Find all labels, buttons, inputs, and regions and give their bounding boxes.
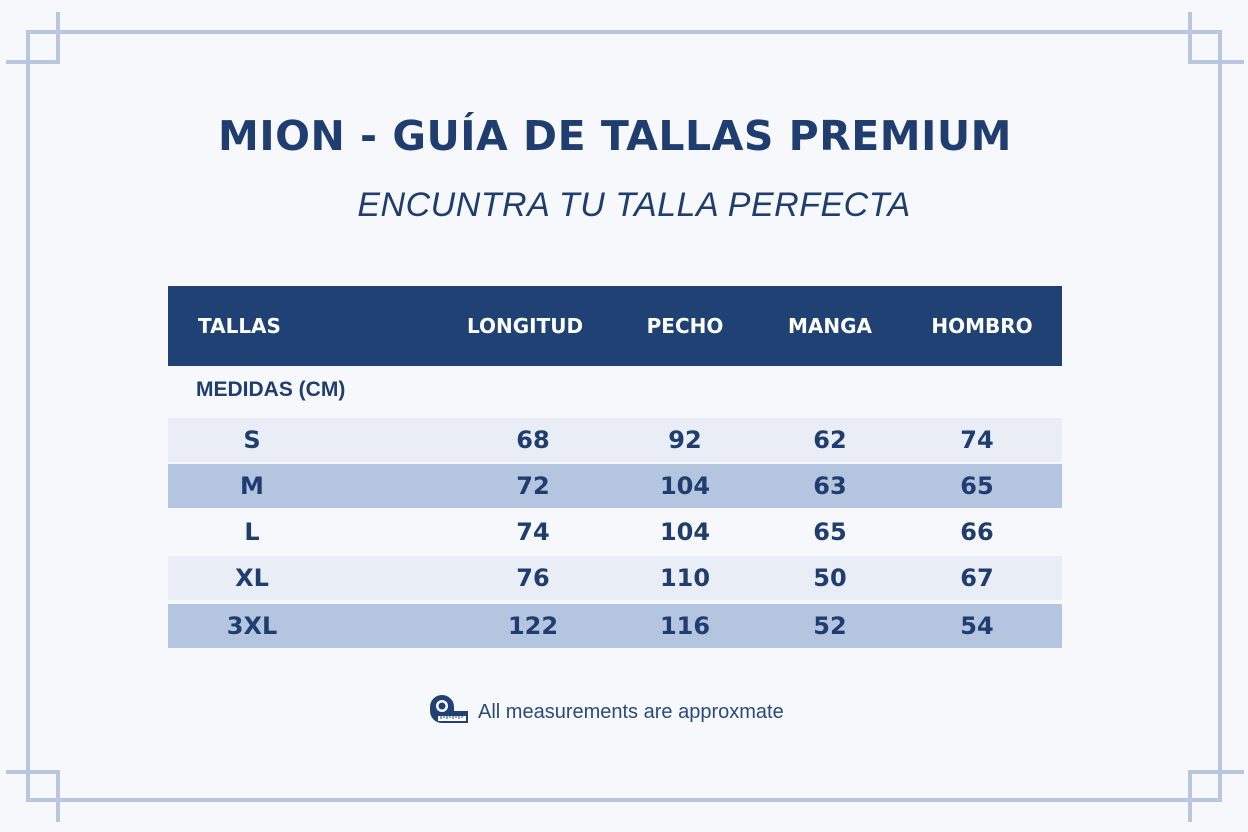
pecho-cell: 92	[668, 426, 702, 454]
manga-cell: 63	[813, 472, 847, 500]
corner-tl-v	[56, 12, 60, 64]
manga-cell: 52	[813, 612, 847, 640]
column-header-manga: MANGA	[787, 314, 872, 338]
longitud-cell: 74	[516, 518, 550, 546]
footer-note: All measurements are approxmate	[428, 692, 784, 732]
column-header-pecho: PECHO	[646, 314, 724, 338]
manga-cell: 50	[813, 564, 847, 592]
longitud-cell: 72	[516, 472, 550, 500]
manga-cell: 62	[813, 426, 847, 454]
corner-bl-h	[6, 770, 60, 774]
longitud-cell: 68	[516, 426, 550, 454]
page-title: MION - GUÍA DE TALLAS PREMIUM	[218, 112, 1012, 160]
hombro-cell: 74	[960, 426, 994, 454]
column-header-tallas: TALLAS	[198, 314, 281, 338]
size-cell: 3XL	[226, 612, 278, 640]
column-header-longitud: LONGITUD	[466, 314, 584, 338]
manga-cell: 65	[813, 518, 847, 546]
tape-measure-icon	[428, 693, 470, 731]
size-cell: XL	[235, 564, 269, 592]
corner-br-h	[1188, 770, 1244, 774]
hombro-cell: 65	[960, 472, 994, 500]
hombro-cell: 54	[960, 612, 994, 640]
size-cell: S	[243, 426, 261, 454]
table-row: XL 76 110 50 67	[168, 556, 1062, 600]
measurement-unit-label: MEDIDAS (CM)	[196, 378, 346, 401]
column-header-hombro: HOMBRO	[931, 314, 1033, 338]
table-row: S 68 92 62 74	[168, 418, 1062, 462]
corner-tr-h	[1188, 60, 1244, 64]
pecho-cell: 104	[659, 472, 711, 500]
frame-left	[26, 30, 30, 802]
longitud-cell: 76	[516, 564, 550, 592]
table-row: 3XL 122 116 52 54	[168, 604, 1062, 648]
page-subtitle: ENCUNTRA TU TALLA PERFECTA	[357, 186, 911, 224]
frame-bottom	[26, 798, 1222, 802]
frame-right	[1218, 30, 1222, 802]
size-cell: M	[240, 472, 264, 500]
corner-tl-h	[6, 60, 60, 64]
pecho-cell: 104	[659, 518, 711, 546]
longitud-cell: 122	[507, 612, 559, 640]
table-header: TALLAS LONGITUD PECHO MANGA HOMBRO	[168, 286, 1062, 366]
table-row: L 74 104 65 66	[168, 510, 1062, 554]
size-cell: L	[244, 518, 260, 546]
hombro-cell: 67	[960, 564, 994, 592]
table-row: M 72 104 63 65	[168, 464, 1062, 508]
size-table: TALLAS LONGITUD PECHO MANGA HOMBRO MEDID…	[168, 286, 1062, 650]
pecho-cell: 110	[659, 564, 711, 592]
corner-br-v	[1188, 770, 1192, 822]
corner-bl-v	[56, 770, 60, 822]
hombro-cell: 66	[960, 518, 994, 546]
corner-tr-v	[1188, 12, 1192, 64]
footer-note-text: All measurements are approxmate	[478, 700, 784, 723]
pecho-cell: 116	[659, 612, 711, 640]
frame-top	[26, 30, 1222, 34]
